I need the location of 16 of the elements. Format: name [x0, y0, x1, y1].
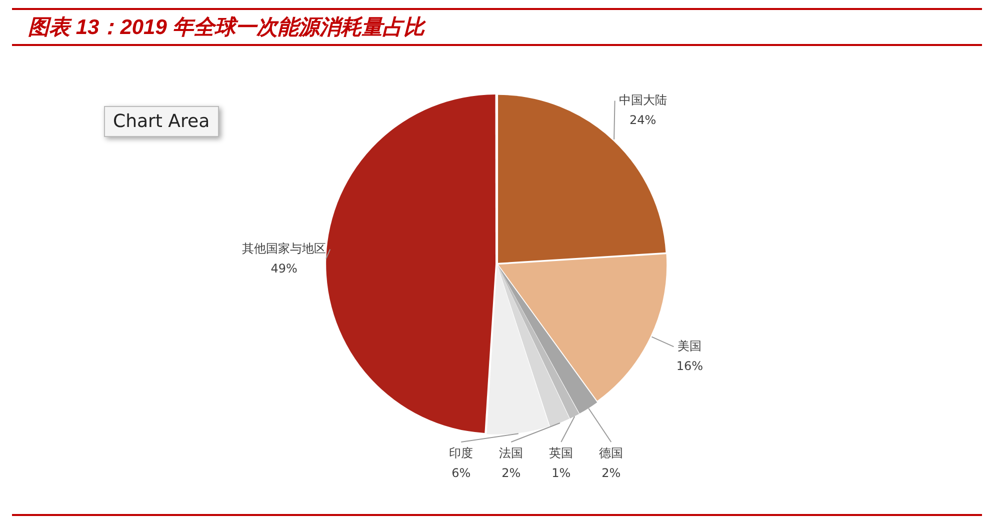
slice-label: 英国: [549, 446, 574, 460]
data-label: 2%: [602, 466, 621, 480]
data-label: 49%: [270, 261, 298, 276]
text: Chart Area: [104, 106, 219, 137]
data-label: 16%: [676, 358, 704, 373]
slice-label: 德国: [599, 446, 624, 460]
slice-label: 美国: [678, 338, 702, 353]
chart-title: 图表 13：2019 年全球一次能源消耗量占比: [28, 15, 425, 41]
data-label: 24%: [629, 112, 656, 127]
slice-label: 中国大陆: [618, 92, 667, 107]
slice-label: 其他国家与地区: [242, 241, 326, 256]
data-label: 1%: [552, 466, 571, 480]
data-label: 6%: [452, 466, 471, 480]
data-label: 2%: [502, 466, 521, 480]
slice-label: 印度: [449, 446, 474, 460]
slice-label: 法国: [499, 446, 524, 460]
